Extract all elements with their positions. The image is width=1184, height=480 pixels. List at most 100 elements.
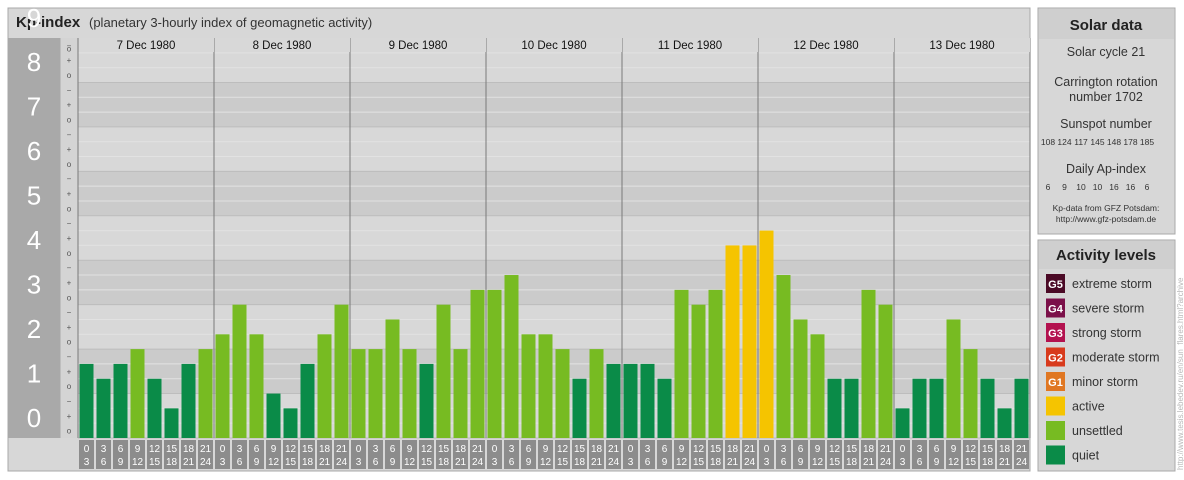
interval-cell <box>79 440 94 469</box>
day-label: 9 Dec 1980 <box>389 40 448 52</box>
legend-badge: G1 <box>1048 377 1063 389</box>
interval-cell <box>96 440 111 469</box>
interval-end: 6 <box>645 457 651 468</box>
ap-value: 16 <box>1109 182 1119 192</box>
interval-end: 24 <box>880 457 892 468</box>
chart-subtitle: (planetary 3-hourly index of geomagnetic… <box>89 15 372 30</box>
chart-title: Kp-index <box>16 14 81 31</box>
y-minor-tick: o <box>67 115 72 124</box>
interval-start: 0 <box>220 444 226 455</box>
y-minor-tick: o <box>67 249 72 258</box>
interval-end: 18 <box>302 457 314 468</box>
interval-start: 3 <box>781 444 787 455</box>
interval-cell <box>385 440 400 469</box>
y-minor-tick: o <box>67 338 72 347</box>
kp-bar <box>113 363 128 438</box>
y-minor-tick: − <box>67 130 72 139</box>
interval-end: 24 <box>472 457 484 468</box>
interval-start: 3 <box>237 444 243 455</box>
interval-end: 6 <box>781 457 787 468</box>
carrington-rotation-line2: number 1702 <box>1069 90 1143 104</box>
interval-end: 24 <box>744 457 756 468</box>
interval-cell <box>708 440 723 469</box>
day-label: 8 Dec 1980 <box>253 40 312 52</box>
kp-bar <box>895 408 910 438</box>
band-4 <box>78 215 1030 261</box>
interval-cell <box>674 440 689 469</box>
interval-start: 3 <box>101 444 107 455</box>
kp-bars <box>79 230 1029 438</box>
interval-end: 3 <box>84 457 90 468</box>
interval-cell <box>402 440 417 469</box>
kp-bar <box>929 378 944 438</box>
kp-bar <box>589 349 604 438</box>
interval-cell <box>912 440 927 469</box>
y-minor-tick: + <box>67 145 72 154</box>
y-minor-tick: + <box>67 56 72 65</box>
interval-start: 18 <box>999 444 1011 455</box>
interval-end: 3 <box>356 457 362 468</box>
sunspot-values: 108 124 117 145 148 178 185 <box>1041 137 1154 147</box>
solar-cycle: Solar cycle 21 <box>1067 45 1146 59</box>
interval-cell <box>623 440 638 469</box>
legend-badge: G5 <box>1048 279 1063 291</box>
kp-bar <box>504 275 519 438</box>
interval-end: 18 <box>710 457 722 468</box>
legend-label: active <box>1072 400 1105 414</box>
kp-bar <box>79 363 94 438</box>
interval-cell <box>640 440 655 469</box>
interval-labels: 0336699121215151818212124033669912121515… <box>8 438 1029 470</box>
kp-bar <box>385 319 400 438</box>
interval-cell <box>113 440 128 469</box>
legend-swatch <box>1046 445 1065 465</box>
kp-bar <box>198 349 213 438</box>
sunspot-value: 124 <box>1057 137 1071 147</box>
interval-cell <box>742 440 757 469</box>
interval-start: 21 <box>608 444 620 455</box>
interval-cell <box>861 440 876 469</box>
kp-bar <box>181 363 196 438</box>
interval-start: 12 <box>829 444 841 455</box>
interval-cell <box>589 440 604 469</box>
legend-label: unsettled <box>1072 424 1123 438</box>
kp-bar <box>130 349 145 438</box>
interval-end: 21 <box>999 457 1011 468</box>
interval-cell <box>793 440 808 469</box>
interval-end: 6 <box>101 457 107 468</box>
interval-start: 21 <box>1016 444 1028 455</box>
interval-end: 12 <box>404 457 416 468</box>
title-bar <box>8 8 1030 36</box>
credit-text[interactable]: http://www.tesis.lebedev.ru/en/sun_flare… <box>1176 277 1184 470</box>
interval-start: 3 <box>645 444 651 455</box>
interval-end: 21 <box>319 457 331 468</box>
interval-start: 18 <box>591 444 603 455</box>
kp-bar <box>453 349 468 438</box>
kp-bar <box>946 319 961 438</box>
interval-end: 15 <box>693 457 705 468</box>
y-minor-tick: o <box>67 71 72 80</box>
interval-cell <box>249 440 264 469</box>
y-minor-tick: + <box>67 190 72 199</box>
interval-start: 15 <box>710 444 722 455</box>
legend-label: moderate storm <box>1072 351 1160 365</box>
ap-title: Daily Ap-index <box>1066 162 1147 176</box>
interval-start: 21 <box>472 444 484 455</box>
interval-start: 3 <box>917 444 923 455</box>
interval-cell <box>538 440 553 469</box>
y-minor-tick: o <box>67 160 72 169</box>
legend-badge: G4 <box>1048 304 1064 316</box>
kp-bar <box>300 363 315 438</box>
ap-values: 6 9 10 10 16 16 6 <box>1046 182 1150 192</box>
interval-cell <box>929 440 944 469</box>
interval-cell <box>572 440 587 469</box>
day-label: 10 Dec 1980 <box>521 40 586 52</box>
kp-bar <box>368 349 383 438</box>
interval-end: 3 <box>220 457 226 468</box>
y-minor-tick: − <box>67 86 72 95</box>
legend-swatch <box>1046 347 1065 367</box>
interval-start: 0 <box>628 444 634 455</box>
source-link[interactable]: http://www.gfz-potsdam.de <box>1056 214 1156 224</box>
interval-cell <box>419 440 434 469</box>
interval-cell <box>963 440 978 469</box>
interval-start: 6 <box>934 444 940 455</box>
